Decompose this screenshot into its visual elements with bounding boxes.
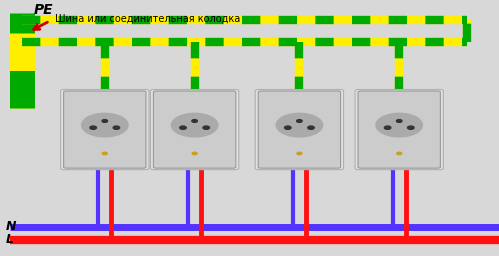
FancyBboxPatch shape [355, 90, 443, 170]
Circle shape [192, 152, 197, 155]
Circle shape [296, 120, 302, 122]
Circle shape [297, 152, 302, 155]
FancyBboxPatch shape [258, 91, 340, 168]
Circle shape [384, 126, 391, 129]
FancyBboxPatch shape [358, 91, 440, 168]
FancyBboxPatch shape [153, 91, 236, 168]
Circle shape [396, 120, 402, 122]
Circle shape [90, 126, 96, 129]
FancyBboxPatch shape [255, 90, 343, 170]
FancyBboxPatch shape [151, 90, 239, 170]
Text: N: N [6, 220, 16, 233]
FancyBboxPatch shape [61, 90, 149, 170]
Circle shape [376, 113, 422, 137]
Circle shape [113, 126, 120, 129]
Circle shape [284, 126, 291, 129]
Circle shape [408, 126, 414, 129]
Circle shape [203, 126, 210, 129]
Circle shape [180, 126, 186, 129]
Circle shape [81, 113, 128, 137]
Circle shape [102, 120, 108, 122]
Circle shape [308, 126, 314, 129]
Circle shape [397, 152, 402, 155]
Text: PE: PE [34, 3, 53, 17]
Circle shape [172, 113, 218, 137]
Circle shape [192, 120, 198, 122]
Circle shape [276, 113, 322, 137]
Circle shape [102, 152, 107, 155]
Text: Шина или соединительная колодка: Шина или соединительная колодка [55, 14, 240, 24]
Text: L: L [6, 233, 14, 246]
FancyBboxPatch shape [64, 91, 146, 168]
